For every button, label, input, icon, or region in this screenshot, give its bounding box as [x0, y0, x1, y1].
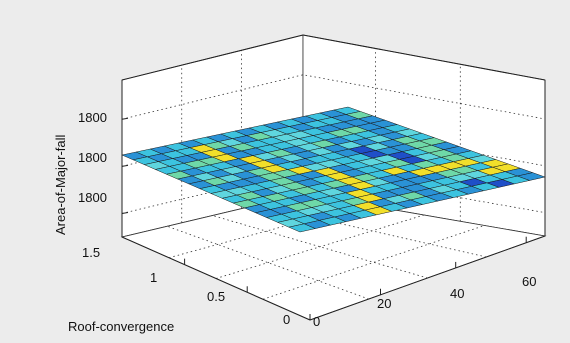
z-tick-label: 1800: [78, 110, 107, 125]
axes-box-front: [121, 34, 546, 321]
tick-mark: [121, 117, 129, 120]
floor-grid-line: [257, 204, 487, 258]
z-axis-label: Area-of-Major-fall: [53, 134, 68, 235]
tick-mark: [121, 164, 129, 167]
x-tick-label: 40: [450, 286, 464, 301]
box-edge: [302, 34, 546, 81]
y-axis-label: Roof-convergence: [68, 319, 174, 334]
box-edge: [121, 34, 304, 81]
tick-mark: [121, 211, 129, 214]
y-tick-label: 1.5: [82, 245, 100, 260]
y-tick-label: 0: [283, 312, 290, 327]
x-axis-line: [309, 235, 546, 321]
x-tick-label: 60: [522, 274, 536, 289]
grid-lines: [121, 48, 546, 300]
y-tick-label: 1: [150, 270, 157, 285]
floor-grid-line: [262, 225, 485, 300]
z-tick-label: 1800: [78, 150, 107, 165]
x-tick-label: 0: [313, 314, 320, 329]
x-tick-label: 20: [377, 296, 391, 311]
y-axis-line: [121, 236, 311, 321]
z-tick-label: 1800: [78, 190, 107, 205]
y-tick-label: 0.5: [207, 289, 225, 304]
floor-grid-line: [212, 215, 428, 279]
tick-labels: 1800 1800 1800 1.5 1 0.5 0 0 20 40 60: [78, 110, 536, 329]
surface: [121, 106, 546, 233]
floor-grid-line: [215, 214, 425, 279]
